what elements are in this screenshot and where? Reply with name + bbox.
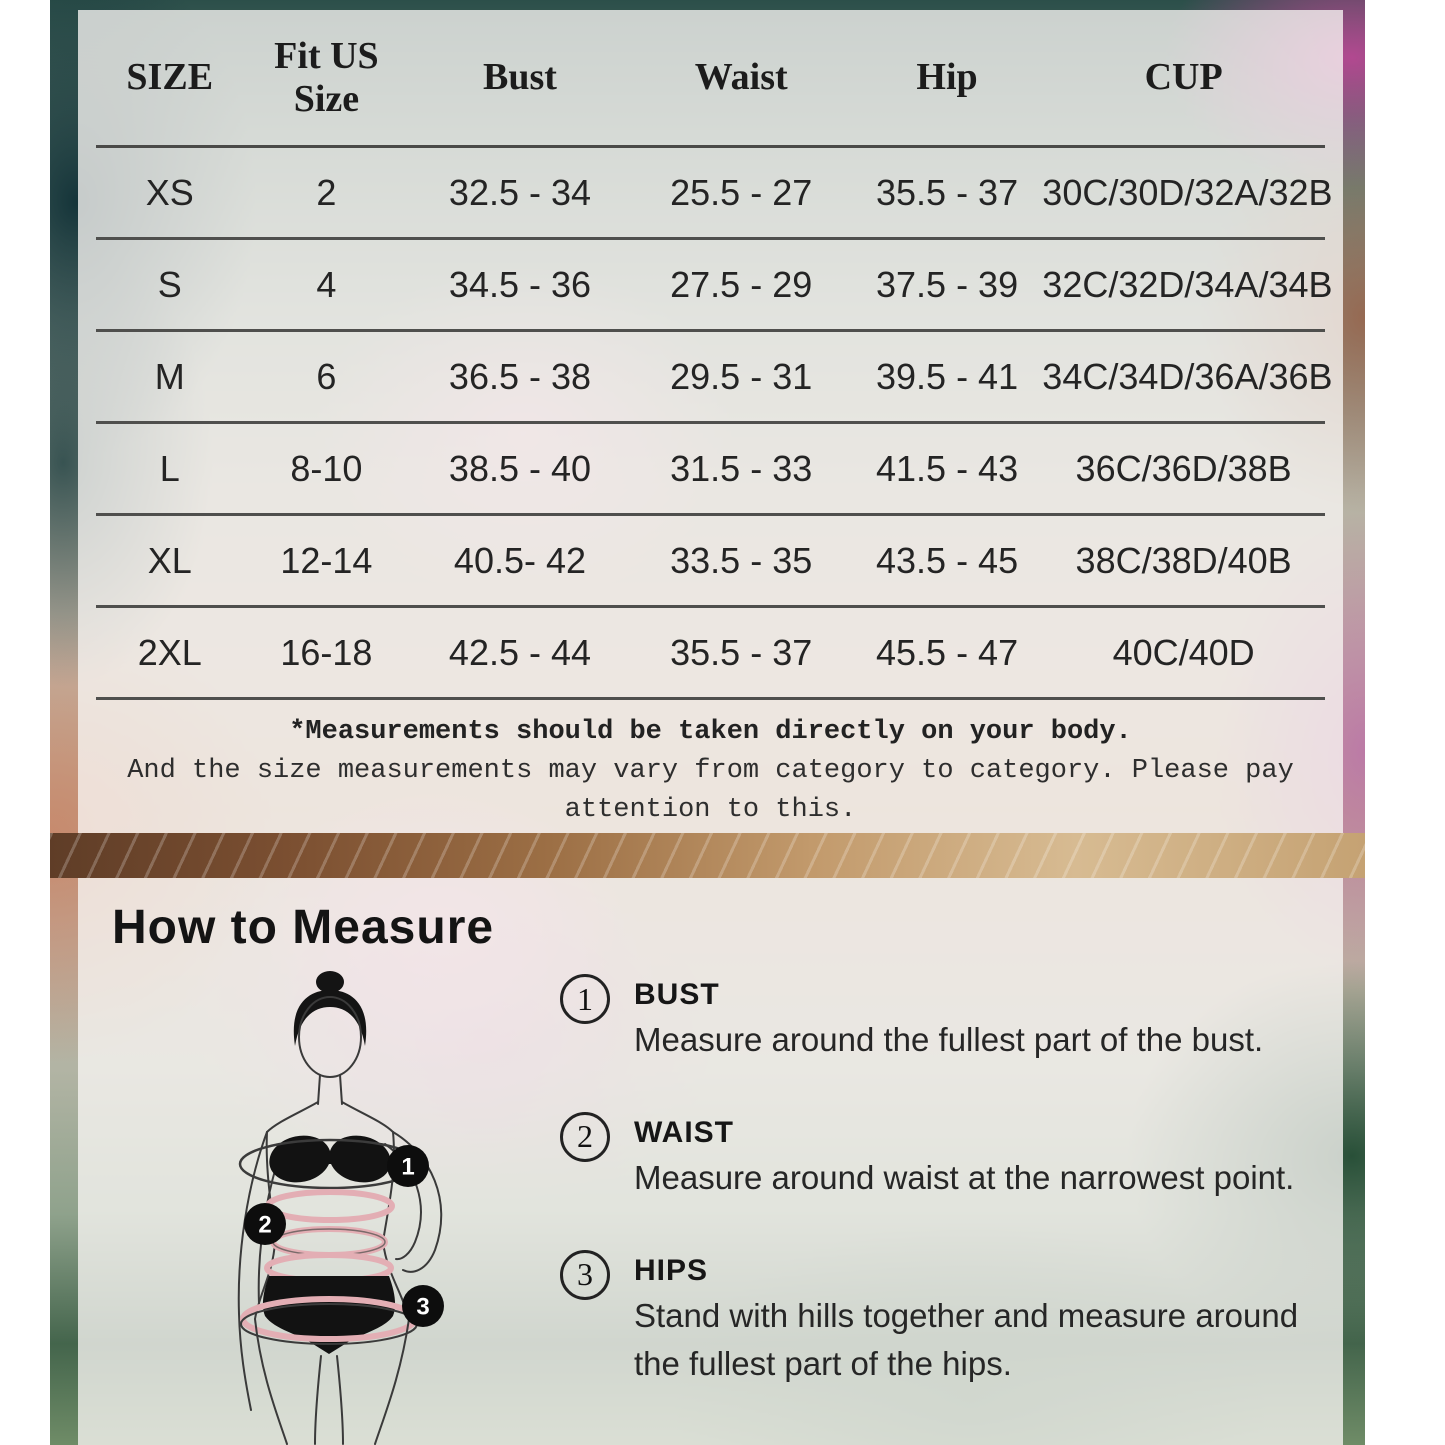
note-line-2: And the size measurements may vary from … bbox=[127, 756, 1294, 786]
table-cell: 39.5 - 41 bbox=[876, 355, 1019, 397]
measurement-figure-illustration: 1 2 3 bbox=[237, 971, 444, 1445]
table-header-row: SIZE Fit US Size Bust Waist Hip CUP bbox=[96, 10, 1325, 148]
head-outline bbox=[298, 996, 362, 1078]
step-waist: 2 WAIST Measure around waist at the narr… bbox=[560, 1108, 1340, 1202]
step-3-text: Stand with hills together and measure ar… bbox=[634, 1296, 1299, 1382]
table-cell: 32C/32D/34A/34B bbox=[1042, 263, 1333, 305]
figure-marker-2: 2 bbox=[244, 1203, 286, 1245]
how-to-measure-panel: How to Measure bbox=[78, 878, 1343, 1445]
table-cell: 35.5 - 37 bbox=[670, 631, 813, 673]
measure-steps: 1 BUST Measure around the fullest part o… bbox=[560, 970, 1340, 1431]
svg-text:2: 2 bbox=[258, 1212, 271, 1239]
table-row-xs: XS 2 32.5 - 34 25.5 - 27 35.5 - 37 30C/3… bbox=[96, 148, 1333, 240]
leg-left-outer bbox=[254, 1318, 288, 1445]
table-cell: 31.5 - 33 bbox=[670, 447, 813, 489]
header-hip: Hip bbox=[916, 56, 978, 99]
header-fit-us-size: Fit US Size bbox=[274, 34, 379, 120]
table-cell: 40.5- 42 bbox=[453, 539, 587, 581]
table-cell: 25.5 - 27 bbox=[670, 171, 813, 213]
table-cell: 4 bbox=[316, 263, 337, 305]
table-row-2xl: 2XL 16-18 42.5 - 44 35.5 - 37 45.5 - 47 … bbox=[96, 608, 1325, 700]
shoulder-left bbox=[266, 1101, 319, 1133]
svg-text:3: 3 bbox=[416, 1294, 429, 1321]
leg-right-inner bbox=[336, 1355, 344, 1445]
table-cell: 12-14 bbox=[280, 539, 373, 581]
table-cell: 40C/40D bbox=[1112, 631, 1255, 673]
table-cell: 32.5 - 34 bbox=[448, 171, 592, 213]
table-cell: 33.5 - 35 bbox=[670, 539, 813, 581]
table-cell: M bbox=[154, 355, 185, 397]
hair bbox=[293, 990, 367, 1046]
leg-right-outer bbox=[374, 1318, 410, 1445]
waist-measure-line bbox=[272, 1228, 386, 1256]
step-2-circle-icon: 2 bbox=[560, 1111, 610, 1162]
table-cell: 42.5 - 44 bbox=[448, 631, 592, 673]
table-cell: 36C/36D/38B bbox=[1075, 447, 1292, 489]
table-cell: S bbox=[157, 263, 182, 305]
neck bbox=[317, 1074, 343, 1105]
table-cell: 35.5 - 37 bbox=[876, 171, 1019, 213]
step-1-text: Measure around the fullest part of the b… bbox=[634, 1021, 1264, 1058]
header-cup: CUP bbox=[1144, 56, 1223, 99]
svg-text:1: 1 bbox=[401, 1154, 414, 1181]
table-cell: 34C/34D/36A/36B bbox=[1042, 355, 1333, 397]
step-hips: 3 HIPS Stand with hills together and mea… bbox=[560, 1246, 1340, 1388]
size-chart-table: SIZE Fit US Size Bust Waist Hip CUP XS 2… bbox=[78, 10, 1343, 700]
header-waist: Waist bbox=[694, 56, 788, 99]
leg-left-inner bbox=[314, 1355, 322, 1445]
table-cell: XS bbox=[145, 171, 194, 213]
bikini-cup-right bbox=[329, 1135, 391, 1183]
table-cell: 30C/30D/32A/32B bbox=[1042, 171, 1333, 213]
table-row-m: M 6 36.5 - 38 29.5 - 31 39.5 - 41 34C/34… bbox=[96, 332, 1333, 424]
table-cell: 45.5 - 47 bbox=[876, 631, 1019, 673]
step-1-circle-icon: 1 bbox=[560, 974, 610, 1024]
step-2-text: Measure around waist at the narrowest po… bbox=[634, 1158, 1295, 1196]
table-cell: 37.5 - 39 bbox=[876, 263, 1019, 305]
figure-marker-3: 3 bbox=[402, 1285, 444, 1327]
table-cell: 6 bbox=[316, 355, 337, 397]
measurement-note: *Measurements should be taken directly o… bbox=[78, 713, 1343, 830]
table-cell: 36.5 - 38 bbox=[448, 355, 592, 397]
header-bust: Bust bbox=[483, 56, 557, 99]
table-cell: 2XL bbox=[137, 631, 202, 673]
wood-band-background bbox=[50, 833, 1365, 878]
table-cell: 29.5 - 31 bbox=[670, 355, 813, 397]
note-line-1: *Measurements should be taken directly o… bbox=[289, 717, 1132, 747]
table-cell: 43.5 - 45 bbox=[876, 539, 1019, 581]
table-cell: 27.5 - 29 bbox=[670, 263, 813, 305]
bikini-bridge bbox=[322, 1155, 338, 1164]
how-to-measure-title: How to Measure bbox=[112, 901, 495, 954]
table-row-l: L 8-10 38.5 - 40 31.5 - 33 41.5 - 43 36C… bbox=[96, 424, 1325, 516]
table-cell: 8-10 bbox=[290, 447, 363, 489]
shoulder-right bbox=[341, 1101, 394, 1133]
bikini-bottom bbox=[262, 1276, 396, 1354]
table-cell: L bbox=[159, 447, 180, 489]
note-line-3: attention to this. bbox=[564, 795, 857, 825]
step-3-circle-icon: 3 bbox=[560, 1249, 610, 1300]
figure-marker-1: 1 bbox=[387, 1145, 429, 1187]
table-cell: 41.5 - 43 bbox=[876, 447, 1019, 489]
hair-bun bbox=[316, 971, 344, 993]
header-size: SIZE bbox=[126, 56, 214, 99]
table-cell: 38C/38D/40B bbox=[1075, 539, 1292, 581]
table-cell: 2 bbox=[316, 171, 337, 213]
underbust-band bbox=[265, 1189, 395, 1223]
table-cell: XL bbox=[147, 539, 192, 581]
table-row-xl: XL 12-14 40.5- 42 33.5 - 35 43.5 - 45 38… bbox=[96, 516, 1325, 608]
table-cell: 34.5 - 36 bbox=[448, 263, 592, 305]
step-3-label: HIPS bbox=[634, 1253, 709, 1287]
table-cell: 16-18 bbox=[280, 631, 373, 673]
table-row-s: S 4 34.5 - 36 27.5 - 29 37.5 - 39 32C/32… bbox=[96, 240, 1333, 332]
step-bust: 1 BUST Measure around the fullest part o… bbox=[560, 970, 1340, 1064]
measurement-figure: 1 2 3 bbox=[225, 971, 537, 1445]
table-cell: 38.5 - 40 bbox=[448, 447, 592, 489]
step-1-label: BUST bbox=[634, 978, 720, 1011]
step-2-label: WAIST bbox=[634, 1115, 734, 1149]
bikini-cup-left bbox=[269, 1135, 331, 1183]
size-chart-panel: SIZE Fit US Size Bust Waist Hip CUP XS 2… bbox=[78, 10, 1343, 833]
